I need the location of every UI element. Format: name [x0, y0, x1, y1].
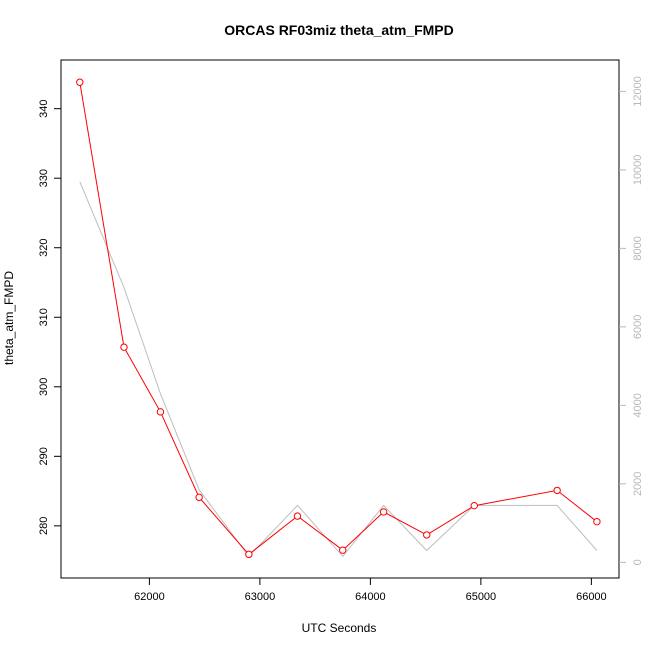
- red-series-point: [245, 550, 253, 559]
- x-axis: 62000 63000 64000 65000 66000: [134, 577, 607, 603]
- red-series-point: [423, 531, 431, 539]
- red-series-point: [339, 546, 347, 554]
- x-axis-label: UTC Seconds: [302, 621, 377, 635]
- red-series-point: [593, 517, 601, 526]
- y2-tick-label: 12000: [632, 76, 644, 107]
- grey-series-line: [79, 181, 598, 558]
- x-tick-label: 63000: [245, 591, 276, 603]
- red-series-point: [293, 512, 302, 520]
- red-series-point: [379, 508, 388, 516]
- red-series-point: [76, 78, 84, 86]
- series-layer: [76, 78, 601, 559]
- y-tick-label: 290: [38, 447, 50, 465]
- y-tick-label: 320: [38, 239, 50, 257]
- y-axis-label: theta_atm_FMPD: [2, 271, 16, 365]
- y2-tick-label: 6000: [632, 315, 644, 339]
- y-tick-label: 310: [38, 308, 50, 326]
- y2-tick-label: 0: [632, 559, 644, 565]
- red-series-point: [470, 501, 478, 510]
- y2-tick-label: 8000: [632, 236, 644, 260]
- red-series-point: [120, 343, 128, 351]
- red-series-line: [79, 82, 598, 556]
- chart-title: ORCAS RF03miz theta_atm_FMPD: [224, 22, 454, 38]
- y-axis-right: 0 2000 4000 6000 8000 10000 12000: [619, 76, 644, 565]
- y-tick-label: 280: [38, 517, 50, 535]
- x-tick-label: 62000: [134, 591, 165, 603]
- red-series-point: [553, 486, 561, 495]
- x-tick-label: 65000: [466, 591, 497, 603]
- red-series-point: [195, 493, 203, 502]
- y2-tick-label: 2000: [632, 472, 644, 496]
- y2-tick-label: 4000: [632, 393, 644, 417]
- y2-tick-label: 10000: [632, 155, 644, 186]
- red-series-point: [156, 408, 165, 416]
- y-tick-label: 330: [38, 169, 50, 187]
- y-tick-label: 300: [38, 378, 50, 396]
- x-tick-label: 64000: [355, 591, 386, 603]
- y-tick-label: 340: [38, 99, 50, 117]
- x-tick-label: 66000: [576, 591, 607, 603]
- y-axis-left: 280 290 300 310 320 330 340: [38, 99, 61, 535]
- plot-frame: [60, 59, 620, 579]
